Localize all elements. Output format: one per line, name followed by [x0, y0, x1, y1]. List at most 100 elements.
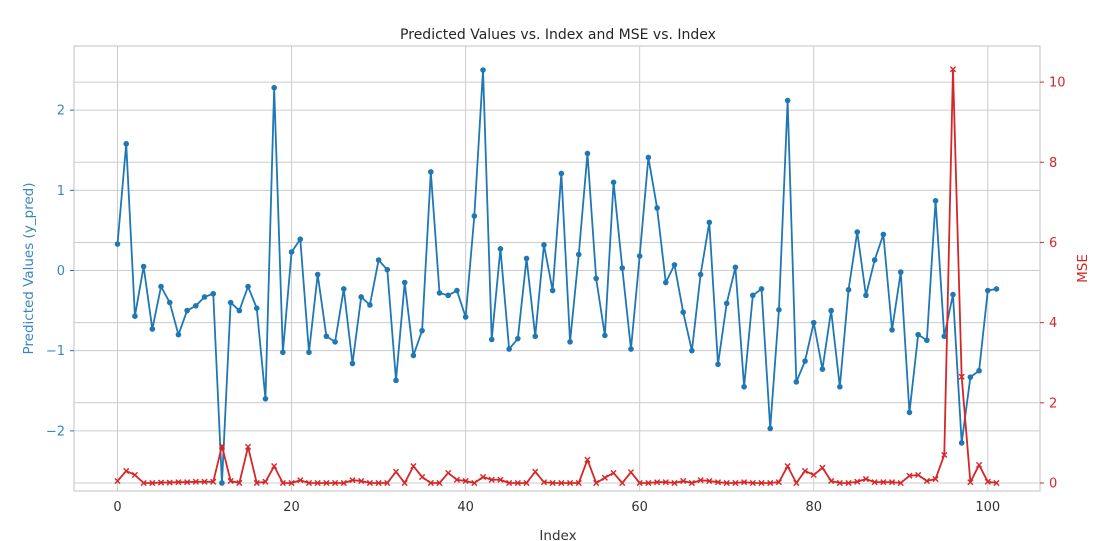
mse-point [166, 479, 173, 486]
mse-point [392, 468, 400, 475]
predicted-value-point [793, 379, 800, 385]
mse-point [888, 479, 896, 486]
predicted-value-point [610, 179, 617, 186]
mse-point [836, 479, 843, 487]
y-tick-label-left: −1 [46, 344, 65, 359]
mse-point [923, 477, 930, 485]
predicted-value-point [149, 326, 156, 332]
predicted-value-point [950, 291, 956, 298]
predicted-value-point [584, 150, 591, 157]
mse-point [506, 479, 513, 487]
predicted-value-point [871, 257, 878, 263]
mse-point [410, 463, 417, 470]
mse-point [479, 473, 487, 481]
predicted-value-point [419, 327, 425, 334]
predicted-value-point [906, 409, 913, 416]
mse-point [627, 469, 635, 476]
predicted-value-point [915, 331, 921, 338]
mse-point [497, 476, 504, 483]
mse-point [453, 476, 461, 483]
mse-point [349, 477, 356, 484]
predicted-value-point [776, 306, 782, 313]
mse-point [680, 477, 687, 485]
predicted-value-point [462, 314, 469, 320]
mse-point [601, 474, 608, 481]
predicted-value-point [297, 236, 304, 243]
mse-point [845, 479, 852, 487]
predicted-value-point [401, 279, 408, 286]
mse-point [436, 479, 443, 487]
predicted-value-point [706, 219, 713, 226]
mse-point [636, 479, 643, 487]
mse-point [967, 479, 974, 486]
predicted-value-point [532, 333, 539, 340]
mse-point [262, 478, 269, 485]
y-tick-label-right: 8 [1049, 156, 1057, 171]
mse-point [358, 477, 365, 485]
mse-point [445, 469, 452, 477]
mse-point [331, 479, 339, 487]
mse-point [253, 479, 260, 487]
y-tick-label-right: 6 [1049, 236, 1057, 251]
predicted-value-point [471, 213, 478, 219]
predicted-value-point [689, 347, 695, 354]
predicted-value-point [410, 352, 417, 359]
x-tick-label: 80 [805, 500, 822, 515]
mse-point [801, 467, 809, 475]
mse-point [593, 479, 600, 487]
mse-point [697, 477, 704, 484]
mse-point [558, 479, 565, 487]
mse-point [236, 479, 243, 487]
predicted-value-point [810, 319, 817, 326]
mse-point [749, 479, 756, 487]
mse-point [984, 478, 991, 485]
predicted-value-point [384, 266, 391, 273]
predicted-value-point [941, 333, 948, 340]
mse-point [819, 464, 826, 471]
predicted-value-point [845, 286, 852, 293]
predicted-value-point [976, 367, 982, 374]
predicted-value-point [445, 292, 452, 299]
mse-point [958, 373, 965, 380]
x-tick-label: 100 [975, 500, 1000, 515]
mse-point [114, 477, 121, 485]
predicted-value-point [889, 327, 895, 333]
mse-point [523, 479, 530, 487]
predicted-value-point [210, 290, 217, 297]
mse-point [810, 471, 817, 479]
predicted-value-point [140, 263, 147, 270]
predicted-value-point [636, 253, 643, 259]
mse-point [175, 479, 182, 486]
predicted-value-point [201, 294, 208, 300]
mse-point [619, 479, 626, 487]
mse-point [645, 479, 652, 487]
predicted-value-point [662, 279, 669, 286]
mse-point [297, 477, 304, 484]
mse-point [149, 479, 156, 487]
predicted-value-point [193, 302, 199, 309]
predicted-value-point [340, 286, 347, 292]
mse-point [828, 477, 835, 485]
mse-point [949, 66, 957, 73]
chart-title: Predicted Values vs. Index and MSE vs. I… [400, 27, 716, 43]
predicted-value-point [280, 349, 286, 356]
predicted-value-point [480, 67, 486, 73]
predicted-value-point [349, 360, 356, 367]
predicted-value-point [697, 271, 704, 278]
predicted-value-point [358, 294, 364, 300]
predicted-value-point [602, 332, 608, 339]
predicted-value-point [166, 299, 173, 306]
mse-point [227, 477, 234, 485]
plot-frame [73, 45, 1041, 492]
predicted-value-point [271, 84, 277, 91]
predicted-value-point [863, 292, 869, 299]
predicted-value-point [593, 275, 599, 282]
mse-point [706, 477, 713, 485]
mse-point [793, 479, 800, 487]
predicted-value-point [114, 241, 121, 247]
predicted-value-point [680, 309, 686, 315]
predicted-value-point [750, 292, 756, 299]
predicted-value-point [306, 349, 312, 356]
